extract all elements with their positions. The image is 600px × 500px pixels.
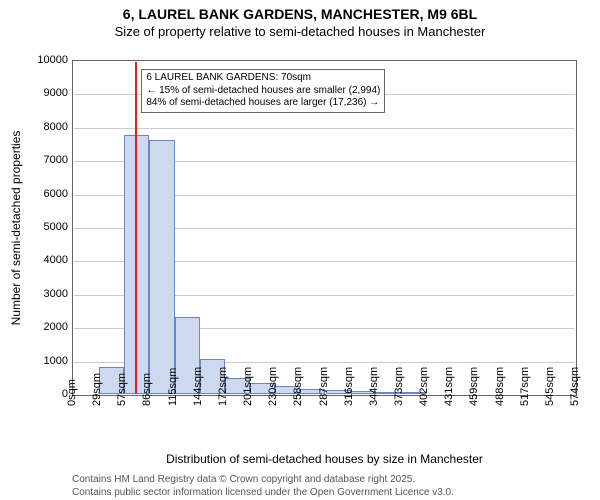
footer-line-2: Contains public sector information licen… (72, 487, 454, 500)
annotation-line-2: ← 15% of semi-detached houses are smalle… (146, 85, 380, 98)
footer-attribution: Contains HM Land Registry data © Crown c… (72, 474, 454, 499)
y-axis-label: Number of semi-detached properties (9, 131, 23, 326)
y-tick-label: 6000 (44, 188, 68, 200)
histogram-bar (149, 140, 174, 394)
y-tick-label: 2000 (44, 321, 68, 333)
y-gridline (74, 128, 575, 129)
property-size-marker (135, 62, 137, 394)
y-tick-label: 10000 (37, 54, 68, 66)
annotation-line-1: 6 LAUREL BANK GARDENS: 70sqm (146, 72, 380, 85)
y-tick-label: 4000 (44, 254, 68, 266)
footer-line-1: Contains HM Land Registry data © Crown c… (72, 474, 454, 487)
y-tick-label: 7000 (44, 154, 68, 166)
y-tick-label: 8000 (44, 121, 68, 133)
chart-container: 6, LAUREL BANK GARDENS, MANCHESTER, M9 6… (0, 6, 600, 500)
page-title: 6, LAUREL BANK GARDENS, MANCHESTER, M9 6… (0, 6, 600, 22)
x-axis-label: Distribution of semi-detached houses by … (166, 452, 483, 466)
annotation-line-3: 84% of semi-detached houses are larger (… (146, 97, 380, 110)
page-subtitle: Size of property relative to semi-detach… (0, 24, 600, 39)
y-tick-label: 3000 (44, 288, 68, 300)
plot-outer: 6 LAUREL BANK GARDENS: 70sqm← 15% of sem… (72, 60, 577, 396)
y-tick-label: 1000 (44, 355, 68, 367)
y-tick-label: 9000 (44, 87, 68, 99)
annotation-box: 6 LAUREL BANK GARDENS: 70sqm← 15% of sem… (141, 69, 385, 113)
y-tick-label: 5000 (44, 221, 68, 233)
plot-area: 6 LAUREL BANK GARDENS: 70sqm← 15% of sem… (72, 60, 577, 396)
